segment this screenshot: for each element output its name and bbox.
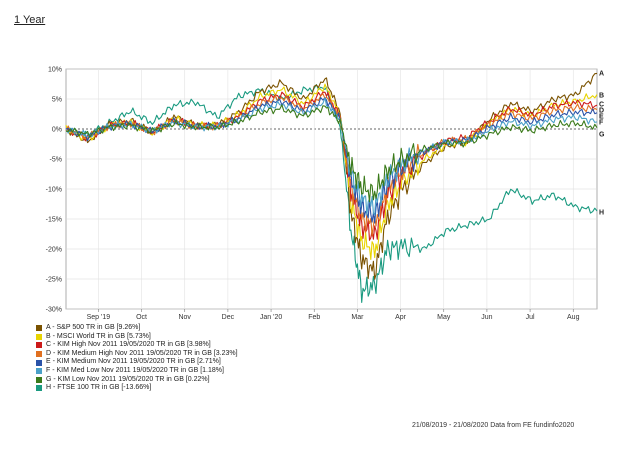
legend-swatch <box>36 376 42 383</box>
x-tick-label: Feb <box>308 314 320 321</box>
series-end-label-b: B <box>599 93 604 100</box>
legend-label: E - KIM Medium Nov 2011 19/05/2020 TR in… <box>46 358 221 366</box>
series-end-label-a: A <box>599 71 604 78</box>
series-end-label-d: D <box>599 108 604 115</box>
legend-swatch <box>36 385 42 392</box>
legend-label: G - KIM Low Nov 2011 19/05/2020 TR in GB… <box>46 375 210 383</box>
legend-label: D - KIM Medium High Nov 2011 19/05/2020 … <box>46 349 238 357</box>
footer-source: 21/08/2019 - 21/08/2020 Data from FE fun… <box>412 422 575 429</box>
grid-layer <box>66 68 597 310</box>
series-line-h <box>65 84 598 303</box>
x-tick-label: Mar <box>351 314 364 321</box>
legend-item: E - KIM Medium Nov 2011 19/05/2020 TR in… <box>36 358 238 367</box>
legend-item: C - KIM High Nov 2011 19/05/2020 TR in G… <box>36 341 238 350</box>
series-end-label-g: G <box>599 132 605 139</box>
series-layer <box>65 72 598 303</box>
legend-swatch <box>36 325 42 332</box>
y-tick-label: -5% <box>50 157 62 164</box>
series-line-f <box>65 97 598 216</box>
legend-item: G - KIM Low Nov 2011 19/05/2020 TR in GB… <box>36 376 238 385</box>
legend-item: F - KIM Med Low Nov 2011 19/05/2020 TR i… <box>36 367 238 376</box>
series-end-label-f: F <box>599 120 604 127</box>
x-tick-label: Dec <box>222 314 235 321</box>
y-tick-label: -15% <box>46 217 62 224</box>
x-tick-label: Aug <box>567 314 580 321</box>
legend-item: A - S&P 500 TR in GB [9.26%] <box>36 324 238 333</box>
y-tick-label: -30% <box>46 307 62 314</box>
y-tick-label: -25% <box>46 277 62 284</box>
series-line-b <box>65 83 598 260</box>
x-tick-label: Sep '19 <box>87 314 111 321</box>
legend-label: B - MSCI World TR in GB [5.73%] <box>46 332 151 340</box>
legend-swatch <box>36 368 42 375</box>
legend: A - S&P 500 TR in GB [9.26%] B - MSCI Wor… <box>36 324 238 393</box>
x-tick-label: Nov <box>178 314 191 321</box>
legend-label: C - KIM High Nov 2011 19/05/2020 TR in G… <box>46 341 211 349</box>
x-tick-label: Jul <box>526 314 535 321</box>
legend-item: H - FTSE 100 TR in GB [-13.66%] <box>36 384 238 393</box>
axis-layer: 10% 5% 0% -5% -10% -15% -20% -25% -30% Sep '19 Oct… <box>46 67 580 322</box>
series-end-label-e: E <box>599 114 604 121</box>
legend-label: H - FTSE 100 TR in GB [-13.66%] <box>46 384 152 392</box>
legend-item: D - KIM Medium High Nov 2011 19/05/2020 … <box>36 350 238 359</box>
legend-swatch <box>36 342 42 349</box>
legend-label: A - S&P 500 TR in GB [9.26%] <box>46 324 141 331</box>
series-line-g <box>65 104 598 203</box>
legend-swatch <box>36 359 42 366</box>
y-tick-label: 5% <box>52 97 62 104</box>
y-tick-label: -20% <box>46 247 62 254</box>
x-tick-label: May <box>437 314 451 321</box>
legend-label: F - KIM Med Low Nov 2011 19/05/2020 TR i… <box>46 366 224 374</box>
legend-item: B - MSCI World TR in GB [5.73%] <box>36 333 238 342</box>
y-tick-label: 10% <box>48 67 62 74</box>
x-tick-label: Jan '20 <box>260 314 282 321</box>
y-tick-label: -10% <box>46 187 62 194</box>
y-tick-label: 0% <box>52 127 62 134</box>
legend-swatch <box>36 351 42 358</box>
x-tick-label: Oct <box>136 314 147 321</box>
legend-swatch <box>36 333 42 340</box>
series-end-label-h: H <box>599 210 604 217</box>
x-tick-label: Jun <box>481 314 492 321</box>
page-title: 1 Year <box>14 14 46 26</box>
series-end-label-c: C <box>599 102 604 109</box>
x-tick-label: Apr <box>395 314 407 321</box>
